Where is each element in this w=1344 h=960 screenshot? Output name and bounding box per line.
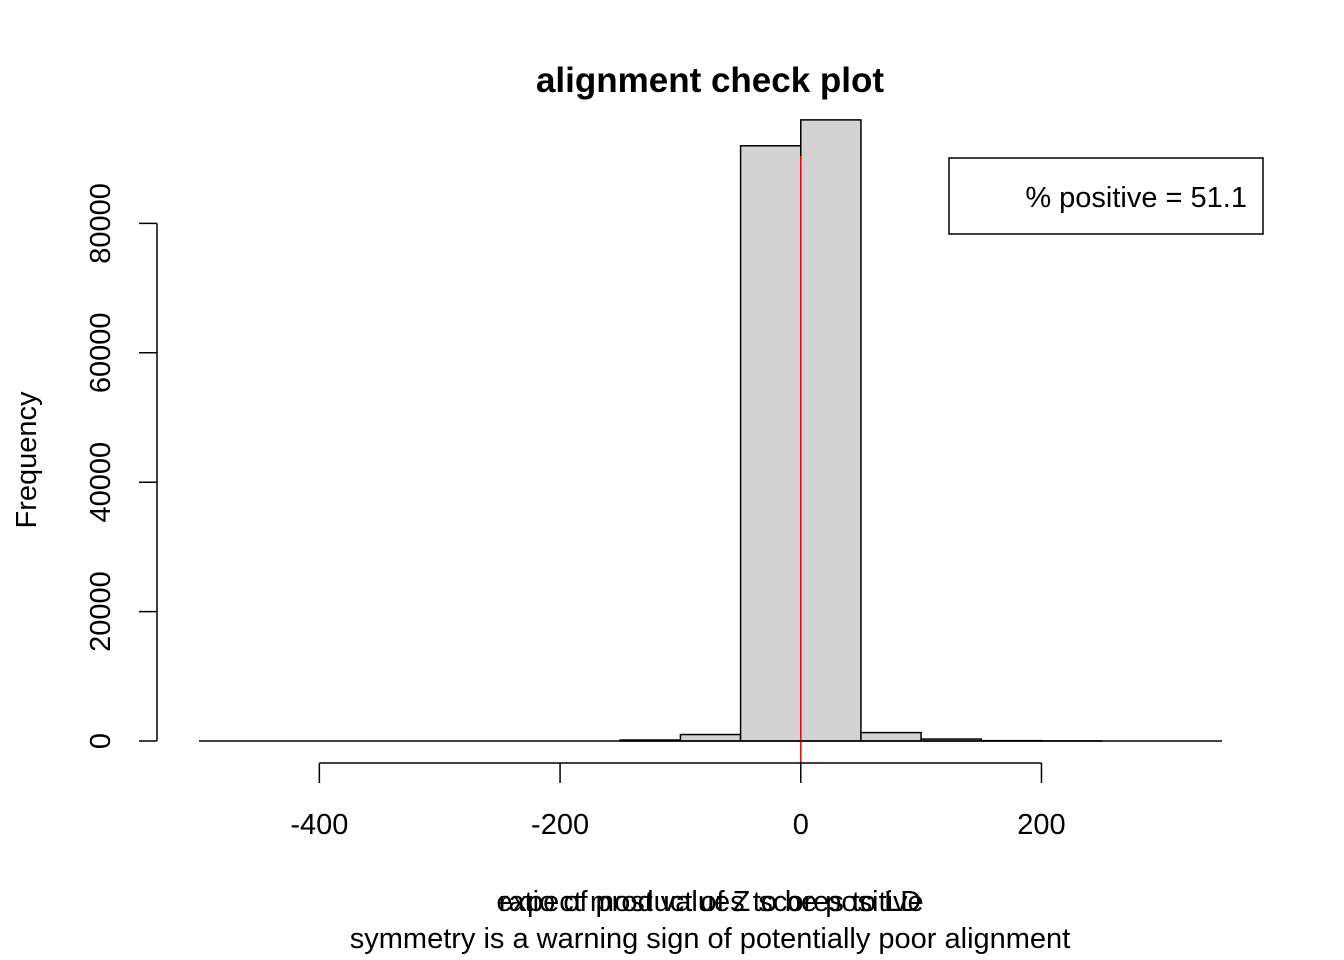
y-tick-label: 0: [85, 733, 117, 749]
x-tick-label: 200: [1017, 809, 1065, 841]
y-axis-title: Frequency: [11, 391, 43, 529]
y-axis: 0 20000 40000 60000 80000: [85, 183, 1222, 749]
y-tick-label: 20000: [85, 571, 117, 652]
histogram-bar: [860, 731, 922, 742]
x-axis-title-line-2: expect most values to be positive: [496, 886, 923, 918]
y-tick-label: 60000: [85, 312, 117, 393]
legend: % positive = 51.1: [948, 157, 1264, 235]
x-tick-label: 0: [793, 809, 809, 841]
y-tick-label: 40000: [85, 442, 117, 523]
x-tick-label: -400: [290, 809, 348, 841]
chart-title: alignment check plot: [536, 61, 884, 100]
histogram-bar: [800, 119, 862, 742]
x-axis-title-line-3: symmetry is a warning sign of potentiall…: [350, 923, 1071, 955]
legend-box: [948, 157, 1264, 235]
legend-text: % positive = 51.1: [1025, 182, 1247, 214]
histogram-bar: [679, 733, 742, 742]
x-tick-label: -200: [531, 809, 589, 841]
y-tick-label: 80000: [85, 183, 117, 264]
histogram-bars: [619, 119, 1103, 742]
histogram-bar: [739, 145, 802, 742]
x-axis: -400 -200 0 200: [290, 762, 1066, 841]
x-axis-title-line-1: ratio of product of Z scores to LD: [499, 886, 921, 918]
